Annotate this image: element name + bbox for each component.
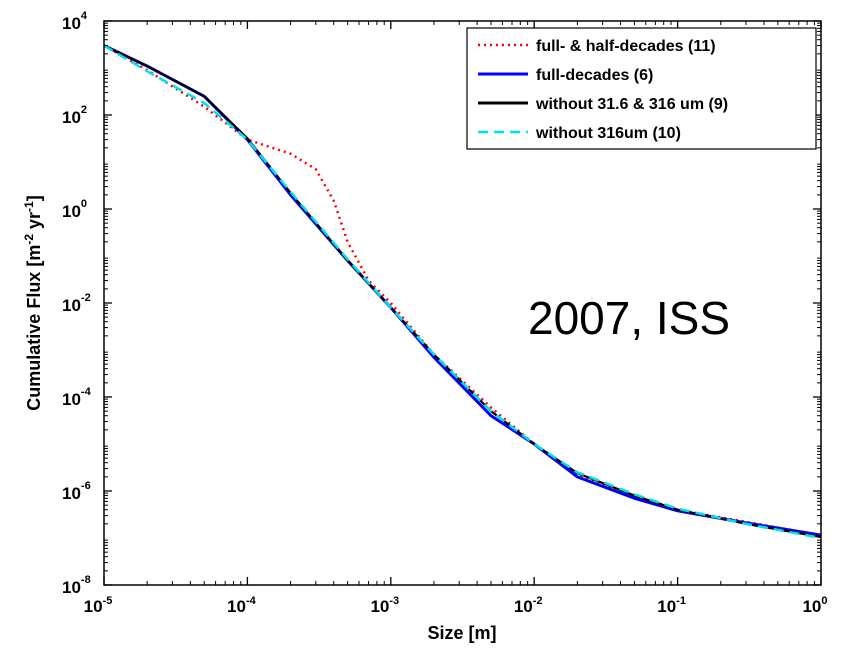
- x-tick-label: 10-1: [657, 595, 686, 616]
- y-axis-title: Cumulative Flux [m-2 yr-1]: [22, 195, 44, 410]
- y-axis-title-main: Cumulative Flux [m: [24, 245, 44, 411]
- y-tick-label: 10-2: [62, 292, 91, 315]
- x-axis-title: Size [m]: [427, 623, 496, 643]
- y-axis-title-mid: yr: [24, 212, 44, 234]
- y-axis-title-exp1: -2: [22, 234, 36, 245]
- x-tick-label: 10-5: [84, 595, 113, 616]
- y-tick-label: 10-4: [62, 386, 92, 409]
- legend-label-3: without 31.6 & 316 um (9): [535, 96, 728, 113]
- y-tick-label: 102: [62, 104, 87, 127]
- annotation-label: 2007, ISS: [528, 292, 730, 344]
- y-tick-label: 104: [62, 10, 88, 33]
- legend-label-1: full- & half-decades (11): [536, 38, 716, 55]
- x-tick-label: 10-3: [370, 595, 399, 616]
- legend-label-4: without 316um (10): [535, 125, 681, 142]
- y-axis-title-exp2: -1: [22, 201, 36, 212]
- y-tick-label: 10-6: [62, 480, 91, 503]
- y-axis-title-end: ]: [24, 195, 44, 201]
- x-tick-label: 10-2: [514, 595, 543, 616]
- x-tick-label: 100: [802, 595, 827, 616]
- x-tick-label: 10-4: [227, 595, 257, 616]
- y-tick-label: 100: [62, 198, 87, 221]
- legend: full- & half-decades (11) full-decades (6…: [467, 28, 816, 149]
- legend-label-2: full-decades (6): [536, 67, 653, 84]
- y-tick-label: 10-8: [62, 574, 91, 597]
